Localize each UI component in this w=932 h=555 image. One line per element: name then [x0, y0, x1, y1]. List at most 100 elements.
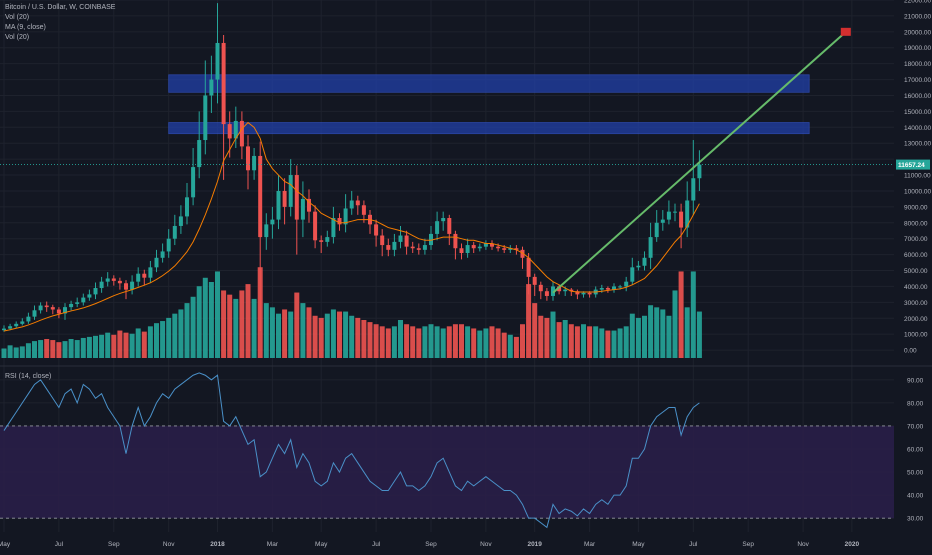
- rsi-tick-label[interactable]: 50.00: [907, 470, 924, 477]
- candle-body[interactable]: [343, 208, 348, 225]
- candle-body[interactable]: [93, 288, 98, 295]
- time-tick-label[interactable]: Sep: [425, 541, 437, 548]
- price-tick-label[interactable]: 21000.00: [904, 13, 931, 20]
- candle-body[interactable]: [380, 235, 385, 246]
- candle-body[interactable]: [148, 267, 153, 278]
- candle-body[interactable]: [422, 245, 427, 250]
- candle-body[interactable]: [69, 303, 74, 308]
- candle-body[interactable]: [477, 246, 482, 249]
- time-tick-label[interactable]: Nov: [163, 541, 175, 548]
- resistance-zone[interactable]: [168, 74, 810, 93]
- price-tick-label[interactable]: 8000.00: [904, 220, 928, 227]
- candle-body[interactable]: [624, 281, 629, 287]
- candle-body[interactable]: [99, 281, 104, 289]
- candle-body[interactable]: [105, 278, 110, 282]
- rsi-legend[interactable]: RSI (14, close): [5, 373, 51, 380]
- candle-body[interactable]: [349, 200, 354, 209]
- candle-body[interactable]: [538, 284, 543, 292]
- candle-body[interactable]: [136, 273, 141, 282]
- candle-body[interactable]: [191, 167, 196, 198]
- candle-body[interactable]: [337, 218, 342, 225]
- candle-body[interactable]: [490, 243, 494, 247]
- candle-body[interactable]: [63, 307, 67, 314]
- candle-body[interactable]: [459, 248, 464, 254]
- time-tick-label[interactable]: 2020: [845, 541, 860, 548]
- candle-body[interactable]: [605, 288, 610, 290]
- candle-body[interactable]: [319, 240, 324, 242]
- candle-body[interactable]: [691, 178, 696, 201]
- candle-body[interactable]: [453, 233, 458, 249]
- rsi-tick-label[interactable]: 90.00: [907, 377, 924, 384]
- candle-body[interactable]: [14, 323, 19, 327]
- rsi-tick-label[interactable]: 40.00: [907, 493, 924, 500]
- candle-body[interactable]: [429, 233, 433, 246]
- candle-body[interactable]: [520, 249, 525, 258]
- candle-body[interactable]: [685, 200, 690, 228]
- candle-body[interactable]: [221, 42, 226, 125]
- price-tick-label[interactable]: 2000.00: [904, 316, 928, 323]
- candle-body[interactable]: [172, 225, 177, 239]
- candle-body[interactable]: [209, 79, 214, 96]
- candle-body[interactable]: [124, 283, 128, 290]
- candle-body[interactable]: [233, 120, 238, 139]
- candle-body[interactable]: [264, 224, 269, 238]
- time-tick-label[interactable]: 2018: [210, 541, 225, 548]
- candle-body[interactable]: [697, 164, 702, 179]
- candle-body[interactable]: [544, 291, 549, 296]
- candle-body[interactable]: [178, 216, 183, 226]
- candle-body[interactable]: [465, 245, 470, 254]
- candle-body[interactable]: [502, 248, 507, 250]
- candle-body[interactable]: [38, 305, 43, 311]
- candle-body[interactable]: [581, 292, 586, 295]
- time-tick-label[interactable]: Sep: [108, 541, 120, 548]
- candle-body[interactable]: [87, 294, 92, 298]
- candle-body[interactable]: [673, 211, 677, 213]
- candle-body[interactable]: [563, 289, 568, 292]
- trendline-line[interactable]: [552, 31, 847, 294]
- rsi-axis[interactable]: 90.00 80.00 70.00 60.00 50.00 40.00 30.00: [907, 377, 924, 522]
- candle-body[interactable]: [239, 120, 244, 147]
- candle-body[interactable]: [294, 175, 299, 220]
- candle-body[interactable]: [160, 251, 165, 258]
- candle-body[interactable]: [496, 246, 501, 249]
- candle-body[interactable]: [282, 190, 287, 207]
- price-tick-label[interactable]: 9000.00: [904, 204, 928, 211]
- price-tick-label[interactable]: 20000.00: [904, 29, 931, 36]
- candle-body[interactable]: [307, 198, 311, 212]
- rsi-tick-label[interactable]: 30.00: [907, 516, 924, 523]
- time-tick-label[interactable]: Mar: [267, 541, 279, 548]
- price-tick-label[interactable]: 15000.00: [904, 109, 931, 116]
- candle-body[interactable]: [331, 218, 336, 238]
- candle-body[interactable]: [300, 198, 305, 220]
- candle-body[interactable]: [185, 197, 189, 217]
- candle-body[interactable]: [612, 286, 616, 290]
- candle-body[interactable]: [288, 175, 293, 207]
- candle-body[interactable]: [361, 205, 366, 215]
- candle-body[interactable]: [111, 278, 116, 281]
- candle-body[interactable]: [666, 211, 671, 220]
- time-tick-label[interactable]: 2019: [527, 541, 542, 548]
- candle-body[interactable]: [154, 257, 159, 268]
- candle-body[interactable]: [117, 280, 122, 284]
- candle-body[interactable]: [679, 211, 684, 228]
- price-tick-label[interactable]: 3000.00: [904, 300, 928, 307]
- candle-body[interactable]: [252, 155, 257, 171]
- candle-body[interactable]: [514, 248, 519, 250]
- time-tick-label[interactable]: Sep: [742, 541, 754, 548]
- candle-body[interactable]: [392, 241, 397, 250]
- candle-body[interactable]: [618, 286, 623, 288]
- candle-body[interactable]: [654, 222, 659, 238]
- candle-body[interactable]: [551, 286, 555, 296]
- price-tick-label[interactable]: 7000.00: [904, 236, 928, 243]
- candle-body[interactable]: [398, 235, 403, 242]
- candle-body[interactable]: [471, 245, 476, 249]
- resistance-zone[interactable]: [168, 122, 810, 135]
- rsi-tick-label[interactable]: 60.00: [907, 447, 924, 454]
- candle-body[interactable]: [203, 95, 208, 141]
- time-tick-label[interactable]: Jul: [55, 541, 64, 548]
- time-axis[interactable]: May Jul Sep Nov 2018 Mar May Jul Sep Nov 2019 Mar Ma…: [0, 541, 860, 548]
- time-tick-label[interactable]: May: [315, 541, 328, 548]
- price-tick-label[interactable]: 14000.00: [904, 125, 931, 132]
- candle-body[interactable]: [508, 248, 513, 250]
